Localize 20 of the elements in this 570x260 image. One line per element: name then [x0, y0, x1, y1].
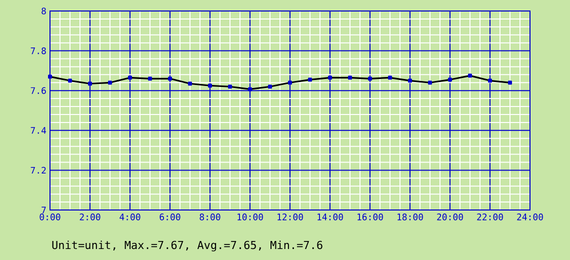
y-tick-label: 7.4: [30, 127, 46, 134]
y-tick-label: 7.6: [30, 87, 46, 94]
y-tick-label: 7.8: [30, 47, 46, 54]
text: Unit=unit, Max.=7.67, Avg.=7.65, Min.=7.6: [52, 240, 322, 252]
x-tick-label: 8:00: [200, 214, 220, 220]
x-tick-label: 16:00: [358, 214, 383, 220]
x-tick-label: 18:00: [398, 214, 423, 220]
x-tick-label: 22:00: [477, 214, 503, 220]
x-tick-label: 14:00: [318, 214, 343, 220]
x-tick-label: 24:00: [517, 214, 543, 220]
x-tick-label: 4:00: [120, 214, 140, 220]
y-tick-label: 8: [42, 8, 46, 14]
x-tick-label: 12:00: [278, 214, 303, 220]
x-tick-label: 6:00: [160, 214, 180, 220]
y-tick-label: 7.2: [30, 166, 46, 174]
x-tick-label: 0:00: [40, 214, 60, 220]
x-tick-label: 20:00: [437, 214, 463, 220]
x-tick-label: 10:00: [238, 214, 263, 220]
y-tick-label: 7: [42, 206, 46, 214]
x-tick-label: 2:00: [80, 214, 100, 220]
